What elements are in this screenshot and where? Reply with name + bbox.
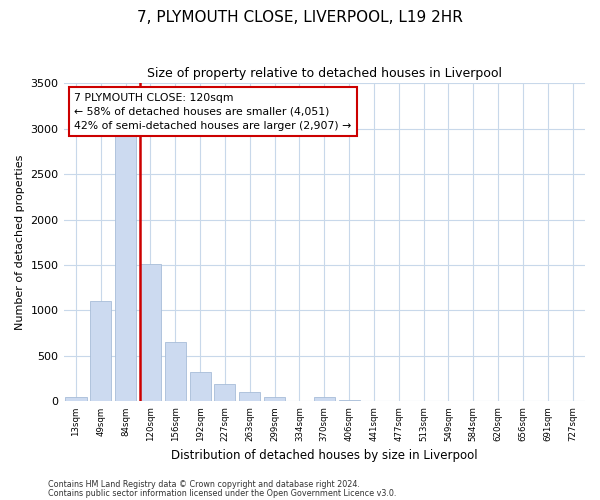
Bar [190, 372, 211, 402]
Bar [65, 397, 86, 402]
Text: Contains public sector information licensed under the Open Government Licence v3: Contains public sector information licen… [48, 488, 397, 498]
Bar [90, 302, 112, 402]
Bar [165, 342, 186, 402]
Bar [264, 397, 285, 402]
X-axis label: Distribution of detached houses by size in Liverpool: Distribution of detached houses by size … [171, 450, 478, 462]
Bar [338, 400, 359, 402]
Text: Contains HM Land Registry data © Crown copyright and database right 2024.: Contains HM Land Registry data © Crown c… [48, 480, 360, 489]
Bar [140, 264, 161, 402]
Bar [214, 384, 235, 402]
Bar [239, 392, 260, 402]
Text: 7 PLYMOUTH CLOSE: 120sqm
← 58% of detached houses are smaller (4,051)
42% of sem: 7 PLYMOUTH CLOSE: 120sqm ← 58% of detach… [74, 92, 351, 130]
Y-axis label: Number of detached properties: Number of detached properties [15, 154, 25, 330]
Bar [115, 136, 136, 402]
Bar [314, 398, 335, 402]
Text: 7, PLYMOUTH CLOSE, LIVERPOOL, L19 2HR: 7, PLYMOUTH CLOSE, LIVERPOOL, L19 2HR [137, 10, 463, 25]
Title: Size of property relative to detached houses in Liverpool: Size of property relative to detached ho… [147, 68, 502, 80]
